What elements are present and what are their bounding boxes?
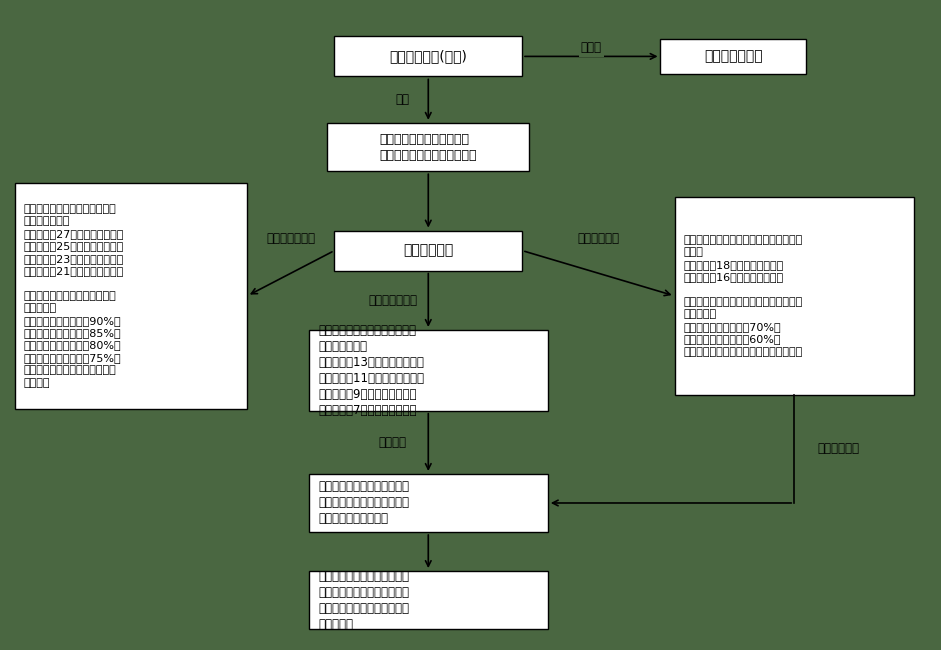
FancyBboxPatch shape — [309, 571, 548, 629]
Text: 工伤申报认定(单位): 工伤申报认定(单位) — [390, 49, 468, 64]
Text: 员工主动离职: 员工主动离职 — [818, 442, 860, 455]
Text: 劳动能力鉴定: 劳动能力鉴定 — [403, 244, 454, 257]
FancyBboxPatch shape — [334, 36, 522, 77]
FancyBboxPatch shape — [661, 38, 805, 74]
FancyBboxPatch shape — [675, 197, 914, 395]
FancyBboxPatch shape — [309, 474, 548, 532]
FancyBboxPatch shape — [309, 330, 548, 411]
Text: 一次性伤残就业补助金（地方
确定标准，员工离职时单位支
付，北京与一次性工伤医疗补
助金相同）: 一次性伤残就业补助金（地方 确定标准，员工离职时单位支 付，北京与一次性工伤医疗… — [318, 569, 409, 630]
Text: 不符合: 不符合 — [581, 42, 602, 55]
Text: 一次性伤残补助金标准（工伤保
险基金支付）：
一级伤残为27个月的本人工资；
二级伤残为25个月的本人工资；
三级伤残为23个月的本人工资；
四级伤残为21个月: 一次性伤残补助金标准（工伤保 险基金支付）： 一级伤残为27个月的本人工资； 二… — [24, 204, 124, 387]
Text: 五级六级伤残: 五级六级伤残 — [578, 233, 619, 246]
Text: 医保支付、请假: 医保支付、请假 — [704, 49, 762, 64]
Text: 一级至四级伤残: 一级至四级伤残 — [266, 233, 315, 246]
Text: 七级至十级伤残: 七级至十级伤残 — [368, 294, 417, 307]
FancyBboxPatch shape — [327, 123, 529, 172]
Text: 一次性伤残补助金标准（工伤保
险基金支付）：
七级伤残为13个月的本人工资；
八级伤残为11个月的本人工资；
九级伤残为9个月的本人工资；
十级伤残为7个月的本: 一次性伤残补助金标准（工伤保 险基金支付）： 七级伤残为13个月的本人工资； 八… — [318, 324, 424, 417]
Text: 一次性工伤医疗补助金（地方
确定标准，工伤基金支付，单
位申请，离职时支付）: 一次性工伤医疗补助金（地方 确定标准，工伤基金支付，单 位申请，离职时支付） — [318, 480, 409, 525]
Text: 工伤治疗费用报销（工伤基
金），全额工资支付（单位）: 工伤治疗费用报销（工伤基 金），全额工资支付（单位） — [379, 133, 477, 161]
FancyBboxPatch shape — [14, 183, 247, 409]
Text: 员工离职: 员工离职 — [378, 436, 407, 448]
Text: 符合: 符合 — [395, 93, 409, 106]
FancyBboxPatch shape — [334, 231, 522, 270]
Text: 一次性伤残补助金标准（工伤保险基金支
付）：
五级伤残为18个月的本人工资；
六级伤残为16个月的本人工资；

难以安排工作的，每月支付伤残津贴（单
位支付）：: 一次性伤残补助金标准（工伤保险基金支 付）： 五级伤残为18个月的本人工资； 六… — [684, 235, 804, 357]
